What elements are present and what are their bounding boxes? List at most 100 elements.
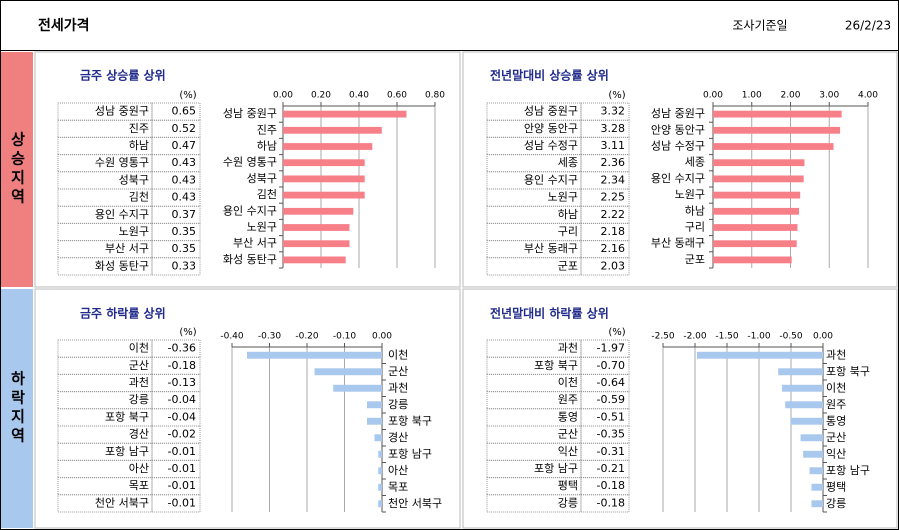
y-tick-label: 과천 bbox=[826, 347, 846, 361]
table-cell bbox=[151, 222, 201, 242]
table-cell bbox=[580, 494, 630, 513]
table-cell bbox=[151, 154, 201, 173]
row-value: 3.28 bbox=[601, 122, 626, 135]
row-value: -0.04 bbox=[168, 410, 196, 423]
table-cell bbox=[151, 442, 201, 461]
row-value: -0.13 bbox=[168, 376, 196, 389]
x-tick-label: 2.00 bbox=[780, 91, 800, 101]
y-tick-label: 김천 bbox=[257, 187, 277, 201]
y-tick-label: 화성 동탄구 bbox=[223, 253, 277, 266]
row-name: 이천 bbox=[558, 375, 578, 389]
y-tick-label: 포항 북구 bbox=[826, 365, 870, 378]
y-tick-label: 익산 bbox=[826, 447, 846, 460]
x-tick-label: -2.50 bbox=[651, 332, 675, 342]
x-tick-label: 0.00 bbox=[273, 91, 293, 101]
bar bbox=[713, 256, 792, 264]
row-value: -0.21 bbox=[597, 462, 625, 475]
bar bbox=[283, 240, 350, 248]
bar bbox=[314, 368, 382, 376]
y-tick-label: 하남 bbox=[685, 203, 705, 217]
table-cell bbox=[580, 425, 630, 444]
row-value: 0.37 bbox=[172, 208, 197, 221]
table-cell bbox=[580, 154, 630, 173]
y-tick-label: 과천 bbox=[388, 380, 408, 394]
x-tick-label: 0.00 bbox=[372, 332, 392, 342]
bar bbox=[283, 175, 365, 183]
table-cell bbox=[580, 442, 630, 461]
row-value: -0.31 bbox=[597, 445, 625, 458]
x-tick-label: -0.10 bbox=[333, 332, 357, 342]
row-name: 강릉 bbox=[558, 496, 578, 509]
row-value: 2.25 bbox=[601, 191, 626, 204]
table-cell bbox=[580, 339, 630, 358]
y-tick-label: 강릉 bbox=[826, 497, 846, 510]
row-value: 0.43 bbox=[172, 156, 197, 169]
row-value: 3.11 bbox=[601, 139, 626, 152]
y-tick-label: 군산 bbox=[826, 431, 846, 444]
row-value: 2.34 bbox=[601, 173, 626, 186]
row-name: 용인 수지구 bbox=[524, 173, 578, 186]
bar bbox=[782, 384, 823, 392]
bar bbox=[333, 384, 382, 392]
row-name: 군산 bbox=[129, 359, 149, 372]
row-name: 강릉 bbox=[129, 393, 149, 406]
unit-label: (%) bbox=[608, 327, 625, 338]
table-cell bbox=[580, 373, 630, 393]
bar bbox=[283, 110, 407, 118]
row-name: 천안 서북구 bbox=[95, 495, 149, 509]
panel-title: 전년말대비 하락률 상위 bbox=[490, 306, 609, 321]
table-cell bbox=[151, 356, 201, 375]
bar bbox=[713, 175, 804, 183]
bar bbox=[367, 417, 382, 425]
panel-frame bbox=[34, 288, 461, 529]
row-value: -0.36 bbox=[168, 342, 196, 355]
x-tick-label: 0.20 bbox=[311, 91, 331, 101]
x-tick-label: 0.80 bbox=[425, 91, 445, 101]
row-value: -0.01 bbox=[168, 479, 196, 492]
bar bbox=[283, 191, 365, 199]
row-name: 하남 bbox=[129, 138, 149, 152]
bar bbox=[283, 126, 382, 134]
unit-label: (%) bbox=[608, 90, 625, 101]
y-tick-label: 노원구 bbox=[247, 221, 277, 234]
date-label: 조사기준일 bbox=[732, 19, 787, 33]
section-band bbox=[1, 289, 33, 528]
y-tick-label: 성남 수정구 bbox=[651, 140, 705, 153]
bar bbox=[713, 224, 798, 231]
bar bbox=[374, 434, 382, 442]
y-tick-label: 포항 남구 bbox=[388, 447, 432, 460]
y-tick-label: 포항 북구 bbox=[388, 414, 432, 427]
row-value: 0.43 bbox=[172, 173, 197, 186]
panel-title: 금주 하락률 상위 bbox=[80, 306, 166, 321]
table-cell bbox=[580, 356, 630, 375]
table-cell bbox=[151, 425, 201, 444]
row-name: 원주 bbox=[558, 393, 578, 406]
row-name: 과천 bbox=[558, 341, 578, 355]
table-cell bbox=[151, 119, 201, 138]
y-tick-label: 용인 수지구 bbox=[651, 172, 705, 185]
table-cell bbox=[151, 373, 201, 393]
y-tick-label: 안양 동안구 bbox=[651, 123, 705, 136]
row-value: -0.01 bbox=[168, 496, 196, 509]
x-tick-label: -0.20 bbox=[295, 332, 319, 342]
row-value: 2.18 bbox=[601, 225, 626, 238]
row-value: -0.18 bbox=[597, 479, 625, 492]
y-tick-label: 경산 bbox=[388, 431, 408, 444]
row-name: 익산 bbox=[558, 445, 578, 458]
row-name: 구리 bbox=[558, 225, 578, 238]
table-cell bbox=[57, 257, 153, 276]
x-tick-label: 0.00 bbox=[813, 332, 833, 342]
table-cell bbox=[151, 339, 201, 358]
panel-title: 금주 상승률 상위 bbox=[80, 68, 166, 83]
bar bbox=[800, 434, 823, 442]
table-cell bbox=[580, 477, 630, 496]
row-name: 하남 bbox=[558, 207, 578, 221]
x-tick-label: -0.50 bbox=[779, 332, 803, 342]
bar bbox=[283, 143, 373, 150]
bar bbox=[696, 351, 823, 359]
table-cell bbox=[486, 257, 582, 276]
row-name: 화성 동탄구 bbox=[95, 259, 149, 272]
y-tick-label: 성남 중원구 bbox=[223, 107, 277, 120]
table-cell bbox=[580, 408, 630, 427]
